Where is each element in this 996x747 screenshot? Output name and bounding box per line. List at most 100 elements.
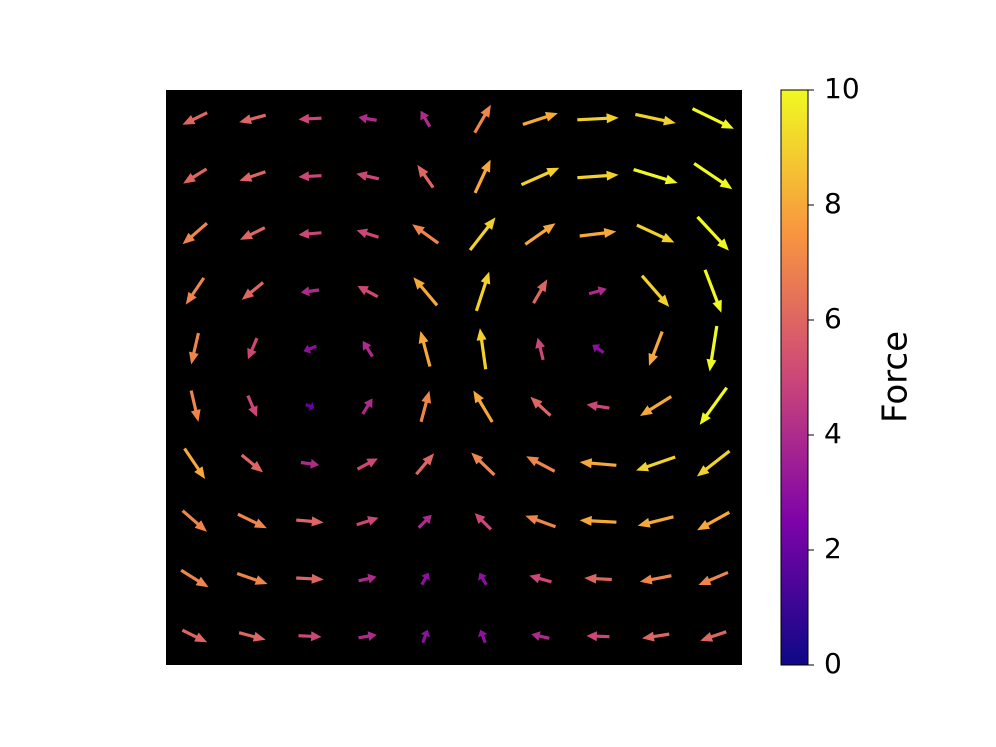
arrow: [189, 332, 200, 365]
arrow: [526, 456, 556, 473]
arrow: [300, 458, 320, 469]
arrow: [298, 113, 322, 124]
arrow: [189, 390, 201, 422]
arrow: [418, 331, 432, 367]
arrow: [357, 285, 379, 299]
arrow: [300, 286, 320, 297]
arrow: [474, 513, 493, 531]
colorbar-tick-label: 2: [824, 532, 842, 565]
arrow: [477, 629, 488, 644]
colorbar: [780, 89, 809, 666]
arrow: [698, 571, 729, 585]
arrow: [240, 453, 264, 473]
arrow: [420, 629, 431, 644]
arrow: [592, 344, 605, 354]
arrow: [586, 401, 610, 411]
arrow: [185, 277, 206, 305]
arrow: [181, 628, 208, 643]
arrow: [525, 515, 557, 529]
arrow: [298, 228, 322, 239]
arrow: [183, 167, 208, 184]
arrow: [183, 447, 206, 479]
arrow: [586, 631, 610, 642]
arrow: [298, 171, 322, 182]
arrow: [358, 631, 377, 641]
arrow: [642, 631, 670, 642]
arrow: [412, 224, 440, 245]
arrow: [413, 277, 439, 307]
arrow: [181, 509, 207, 532]
arrow: [356, 228, 379, 239]
arrow: [239, 170, 266, 182]
arrow: [303, 344, 317, 354]
arrow: [696, 449, 731, 477]
arrow: [579, 458, 617, 469]
arrow: [640, 395, 673, 416]
arrow: [420, 110, 432, 128]
arrow: [697, 510, 731, 531]
arrow: [356, 516, 379, 527]
arrow: [532, 279, 548, 304]
arrow: [706, 325, 719, 372]
colorbar-tick-label: 0: [824, 647, 842, 680]
arrow: [522, 112, 558, 126]
arrows: [180, 104, 734, 644]
colorbar-tick-label: 8: [824, 187, 842, 220]
arrow: [633, 168, 678, 185]
arrow: [356, 171, 380, 181]
arrow: [520, 167, 560, 187]
arrow: [296, 573, 324, 584]
arrow: [639, 574, 672, 585]
arrow: [696, 215, 729, 251]
arrow: [358, 573, 377, 584]
arrow: [635, 112, 676, 126]
arrow: [577, 170, 619, 181]
arrow: [640, 274, 670, 307]
arrow: [473, 104, 491, 134]
arrow: [473, 159, 491, 194]
arrow: [588, 286, 607, 296]
arrow: [691, 107, 734, 129]
arrow: [476, 328, 488, 370]
arrow: [180, 568, 209, 588]
arrow: [246, 395, 258, 417]
arrow: [579, 228, 617, 238]
arrow: [358, 113, 377, 124]
arrow: [636, 455, 676, 472]
arrow: [637, 515, 674, 528]
arrow: [415, 453, 435, 476]
arrow: [305, 401, 315, 412]
arrow: [648, 331, 664, 366]
arrow: [356, 458, 378, 471]
arrow: [577, 113, 619, 124]
arrow: [236, 572, 268, 585]
arrow: [530, 396, 552, 417]
arrow: [693, 162, 733, 190]
plot-background: [166, 90, 742, 665]
colorbar-tick-label: 4: [824, 417, 842, 450]
arrow: [636, 223, 675, 243]
arrow: [529, 573, 552, 584]
arrow: [238, 631, 266, 642]
arrow: [362, 340, 374, 358]
arrow: [182, 111, 208, 125]
arrow: [579, 515, 617, 526]
arrow: [182, 222, 208, 245]
arrow: [419, 390, 432, 423]
arrow: [703, 269, 722, 313]
arrow: [239, 113, 267, 124]
arrow: [468, 217, 496, 251]
arrow: [237, 512, 267, 529]
arrow: [535, 337, 545, 361]
arrow: [700, 630, 727, 642]
colorbar-tick-label: 6: [824, 302, 842, 335]
arrow: [241, 281, 265, 300]
arrow: [296, 516, 324, 527]
arrow: [471, 452, 496, 477]
arrow: [584, 573, 612, 584]
arrow: [417, 514, 432, 529]
arrow: [240, 226, 266, 240]
arrow: [478, 572, 488, 586]
